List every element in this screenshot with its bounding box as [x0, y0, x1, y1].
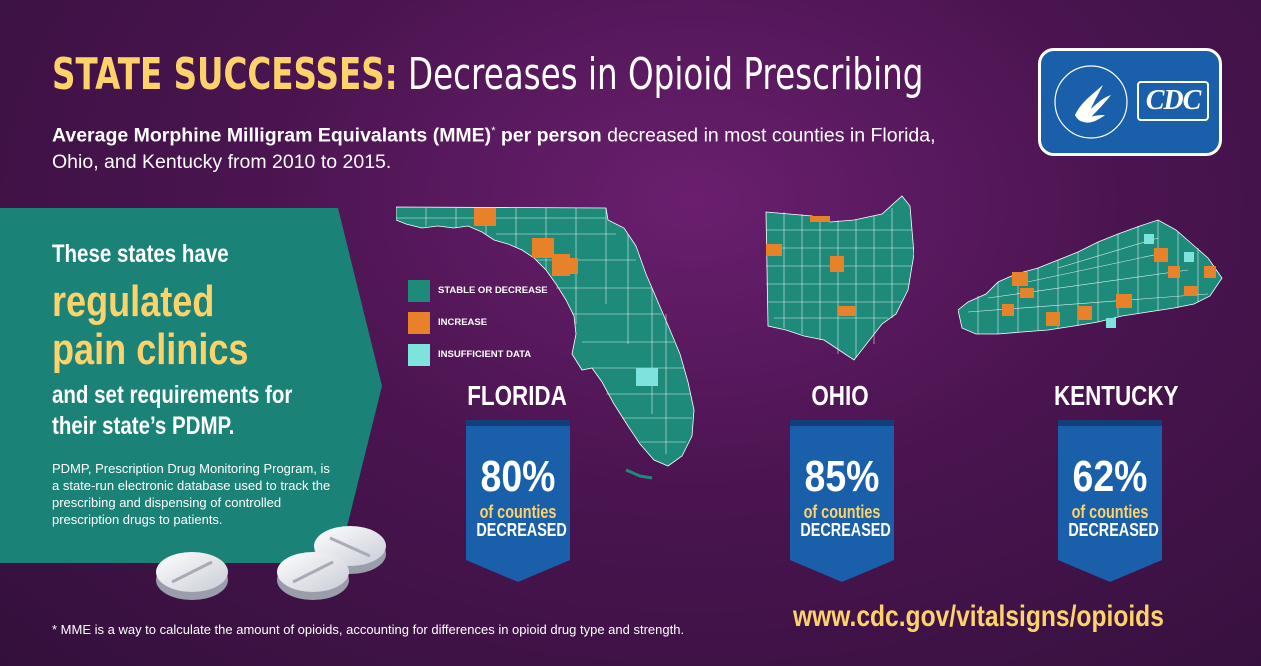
- subtitle-bold-2: per person: [495, 124, 602, 147]
- banner-florida: 80% of counties DECREASED: [466, 420, 570, 582]
- legend-label-increase: INCREASE: [438, 317, 488, 328]
- source-link[interactable]: www.cdc.gov/vitalsigns/opioids: [793, 600, 1164, 633]
- banner-shape-florida: [466, 420, 570, 582]
- panel-arrow-shape: [0, 208, 382, 563]
- banner-ohio: 85% of counties DECREASED: [790, 420, 894, 582]
- legend-swatch-stable: [408, 280, 430, 302]
- florida-percent: 80%: [480, 452, 556, 501]
- hhs-eagle-icon: [1054, 65, 1128, 139]
- ohio-percent: 85%: [804, 452, 880, 501]
- subtitle-footnote-mark: *: [491, 125, 496, 137]
- cdc-logo[interactable]: CDC: [1038, 48, 1222, 156]
- state-name-ohio: OHIO: [811, 380, 869, 411]
- panel-highlight-2: pain clinics: [52, 325, 249, 374]
- title-rest: Decreases in Opioid Prescribing: [397, 49, 924, 100]
- kentucky-sub2: DECREASED: [1068, 520, 1159, 540]
- panel-highlight-1: regulated: [52, 277, 215, 326]
- page-subtitle: Average Morphine Milligram Equivalants (…: [52, 118, 952, 175]
- title-accent: STATE SUCCESSES:: [52, 49, 398, 100]
- page-title: STATE SUCCESSES: Decreases in Opioid Pre…: [52, 48, 923, 102]
- legend-swatch-increase: [408, 312, 430, 334]
- state-name-florida: FLORIDA: [467, 380, 567, 411]
- info-panel: [0, 208, 382, 563]
- ohio-map: [765, 195, 914, 361]
- pills-illustration: [156, 526, 386, 600]
- subtitle-rest: decreased in most counties in Florida, O…: [52, 124, 936, 173]
- florida-sub2: DECREASED: [476, 520, 567, 540]
- kentucky-sub1: of counties: [1071, 502, 1149, 522]
- legend-label-stable: STABLE OR DECREASE: [438, 285, 548, 296]
- subtitle-bold: Average Morphine Milligram Equivalants (…: [52, 124, 492, 147]
- ohio-sub2: DECREASED: [800, 520, 891, 540]
- footnote: * MME is a way to calculate the amount o…: [52, 622, 685, 637]
- panel-line-1: These states have: [52, 240, 229, 268]
- pdmp-definition: PDMP, Prescription Drug Monitoring Progr…: [52, 461, 331, 527]
- kentucky-map: [958, 219, 1223, 335]
- florida-map: [396, 206, 695, 480]
- ohio-sub1: of counties: [803, 502, 881, 522]
- legend-swatch-insufficient: [408, 344, 430, 366]
- state-name-kentucky: KENTUCKY: [1054, 380, 1179, 411]
- kentucky-percent: 62%: [1072, 452, 1148, 501]
- panel-line-3: and set requirements for their state’s P…: [52, 381, 293, 440]
- florida-sub1: of counties: [479, 502, 557, 522]
- legend-label-insufficient: INSUFFICIENT DATA: [438, 349, 532, 360]
- cdc-wordmark: CDC: [1137, 81, 1209, 121]
- banner-shape-kentucky: [1058, 420, 1162, 582]
- banner-shape-ohio: [790, 420, 894, 582]
- banner-kentucky: 62% of counties DECREASED: [1058, 420, 1162, 582]
